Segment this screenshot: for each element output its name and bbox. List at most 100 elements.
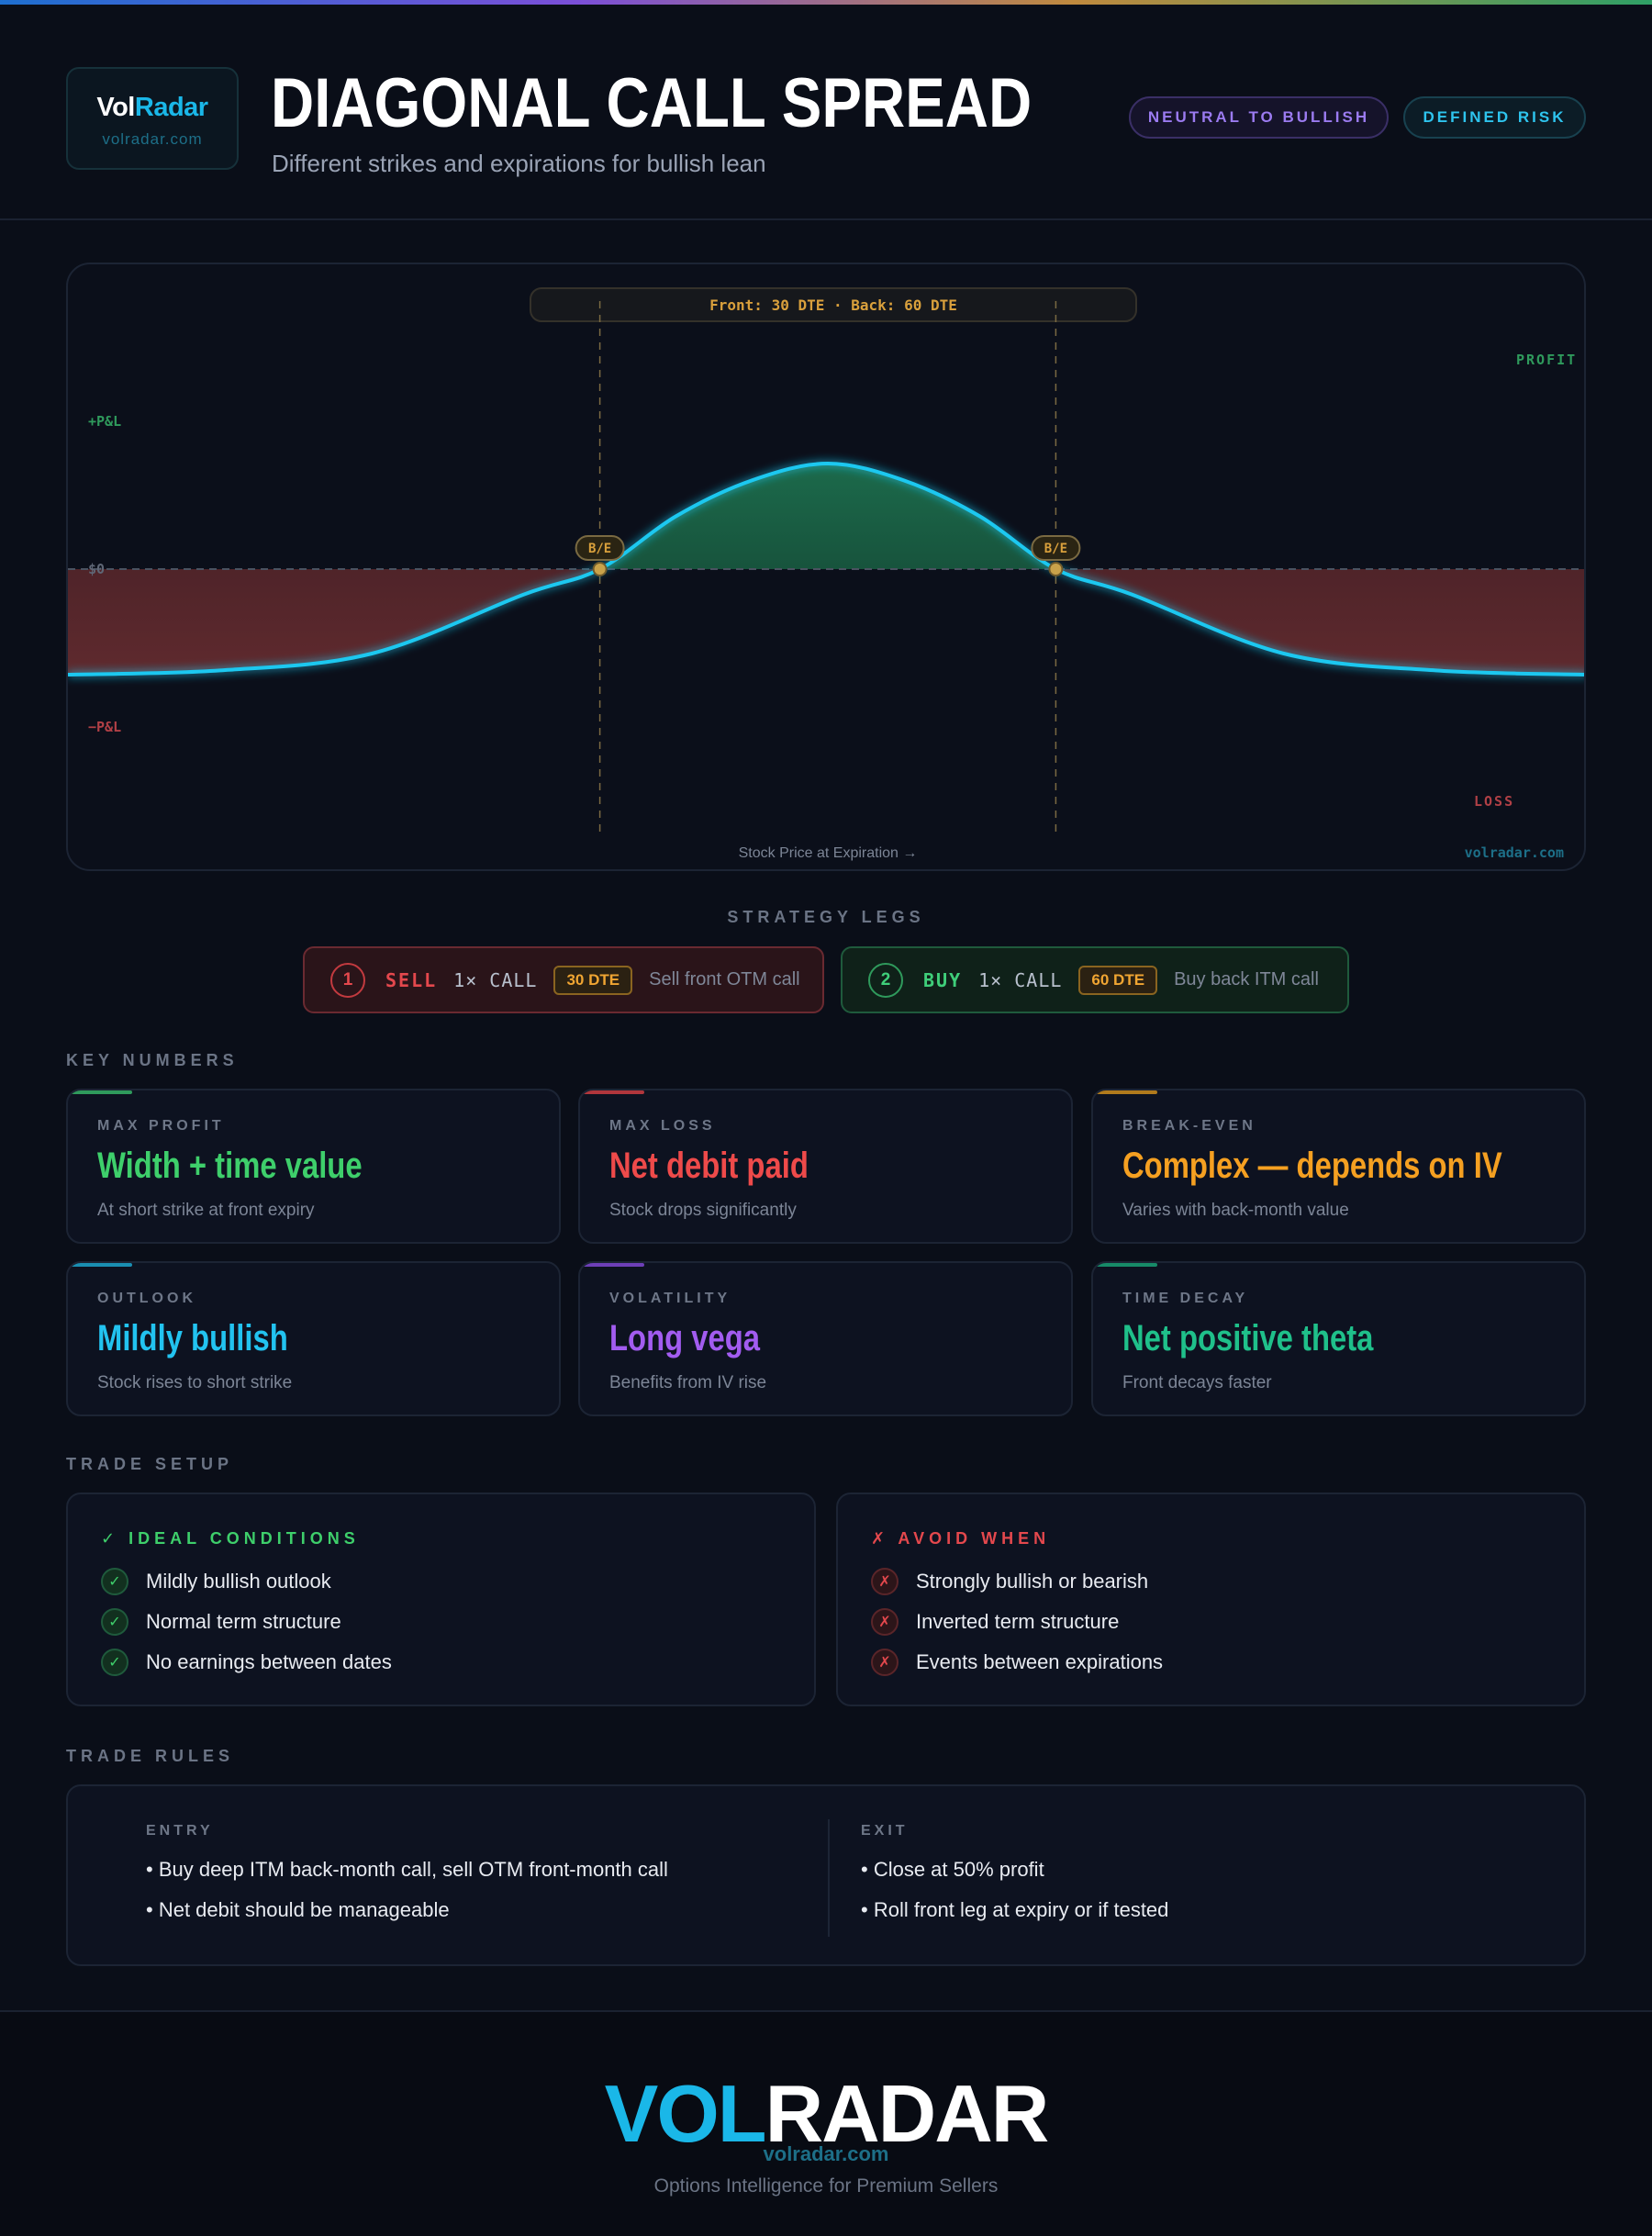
card-accent — [1093, 1263, 1157, 1267]
breakeven-marker-1-label: B/E — [588, 542, 611, 556]
avoid-item: ✗ Strongly bullish or bearish — [871, 1568, 1148, 1595]
leg-action: SELL — [385, 968, 438, 991]
leg-description: Sell front OTM call — [649, 969, 800, 989]
card-value: Net positive theta — [1122, 1318, 1374, 1358]
breakeven-marker-1 — [575, 535, 625, 561]
breakeven-marker-2-label: B/E — [1044, 542, 1067, 556]
leg-action: BUY — [923, 968, 963, 991]
logo-part-radar: Radar — [134, 93, 208, 122]
card-accent — [68, 1090, 132, 1094]
card-value: Net debit paid — [609, 1146, 809, 1186]
avoid-item: ✗ Inverted term structure — [871, 1608, 1119, 1636]
logo-url: volradar.com — [102, 130, 203, 148]
avoid-when-card: ✗ AVOID WHEN ✗ Strongly bullish or beari… — [836, 1493, 1586, 1706]
ideal-item: ✓ Mildly bullish outlook — [101, 1568, 331, 1595]
card-value: Long vega — [609, 1318, 761, 1358]
cross-icon: ✗ — [871, 1649, 899, 1676]
y-label-plus: +P&L — [88, 413, 121, 430]
x-axis-label: Stock Price at Expiration → — [739, 845, 918, 861]
card-label: MAX PROFIT — [97, 1118, 225, 1134]
card-accent — [580, 1263, 644, 1267]
key-card-max-loss: MAX LOSS Net debit paid Stock drops sign… — [578, 1089, 1073, 1244]
footer-logo-radar: RADAR — [765, 2068, 1050, 2159]
footer-logo: VOLRADAR — [0, 2067, 1652, 2161]
card-subtext: Benefits from IV rise — [609, 1373, 767, 1392]
avoid-item-text: Inverted term structure — [916, 1610, 1120, 1633]
trade-rules-heading: TRADE RULES — [66, 1747, 235, 1765]
footer-tagline: Options Intelligence for Premium Sellers — [653, 2175, 999, 2197]
key-card-time-decay: TIME DECAY Net positive theta Front deca… — [1091, 1261, 1586, 1416]
ideal-conditions-title: ✓ IDEAL CONDITIONS — [101, 1529, 360, 1548]
check-icon: ✓ — [101, 1568, 128, 1595]
leg-description: Buy back ITM call — [1174, 969, 1319, 989]
expiry-label-box — [530, 287, 1137, 322]
footer-logo-vol: VOL — [604, 2068, 767, 2159]
entry-rule: • Buy deep ITM back-month call, sell OTM… — [146, 1858, 668, 1881]
page-title: DIAGONAL CALL SPREAD — [271, 64, 1032, 142]
leg-number: 1 — [330, 962, 365, 998]
card-value: Mildly bullish — [97, 1318, 288, 1358]
loss-region — [68, 569, 1584, 675]
avoid-item-text: Strongly bullish or bearish — [916, 1570, 1149, 1593]
card-accent — [580, 1090, 644, 1094]
key-numbers-heading: KEY NUMBERS — [66, 1051, 239, 1069]
exit-rule: • Roll front leg at expiry or if tested — [861, 1898, 1169, 1921]
card-label: VOLATILITY — [609, 1291, 731, 1306]
y-label-zero: $0 — [88, 561, 105, 577]
footer-url: volradar.com — [763, 2142, 889, 2165]
gradient-top-bar — [0, 0, 1652, 5]
trade-setup-heading: TRADE SETUP — [66, 1455, 234, 1473]
chart-watermark: volradar.com — [1465, 844, 1564, 861]
ideal-item: ✓ Normal term structure — [101, 1608, 341, 1636]
avoid-item-text: Events between expirations — [916, 1650, 1164, 1673]
tag-risk: DEFINED RISK — [1403, 96, 1586, 139]
entry-title: ENTRY — [146, 1823, 214, 1839]
ideal-item: ✓ No earnings between dates — [101, 1649, 392, 1676]
profit-region — [68, 464, 1584, 569]
card-label: TIME DECAY — [1122, 1291, 1249, 1306]
key-card-outlook: OUTLOOK Mildly bullish Stock rises to sh… — [66, 1261, 561, 1416]
y-label-minus: −P&L — [88, 719, 121, 735]
cross-icon: ✗ — [871, 1608, 899, 1636]
leg-dte-badge: 60 DTE — [1078, 965, 1158, 995]
footer: VOLRADAR volradar.com Options Intelligen… — [0, 2010, 1652, 2236]
trade-rules-card: ENTRY • Buy deep ITM back-month call, se… — [66, 1784, 1586, 1966]
card-value: Width + time value — [97, 1146, 363, 1186]
card-subtext: Stock drops significantly — [609, 1201, 797, 1220]
leg-sell: 1 SELL 1× CALL 30 DTE Sell front OTM cal… — [303, 946, 824, 1013]
card-value: Complex — depends on IV — [1122, 1146, 1502, 1186]
payoff-chart-svg: Front: 30 DTE · Back: 60 DTE +P&L $0 −P&… — [68, 287, 1584, 861]
check-icon: ✓ — [101, 1608, 128, 1636]
card-accent — [68, 1263, 132, 1267]
logo-part-vol: Vol — [96, 93, 135, 122]
key-card-max-profit: MAX PROFIT Width + time value At short s… — [66, 1089, 561, 1244]
card-label: BREAK-EVEN — [1122, 1118, 1256, 1134]
breakeven-point-2 — [1048, 562, 1064, 576]
key-card-break-even: BREAK-EVEN Complex — depends on IV Varie… — [1091, 1089, 1586, 1244]
ideal-item-text: No earnings between dates — [146, 1650, 392, 1673]
payoff-chart: Front: 30 DTE · Back: 60 DTE +P&L $0 −P&… — [66, 263, 1586, 871]
leg-number: 2 — [868, 962, 903, 998]
loss-label: LOSS — [1474, 793, 1514, 810]
profit-label: PROFIT — [1516, 352, 1577, 368]
entry-rule: • Net debit should be manageable — [146, 1898, 450, 1921]
legs-heading: STRATEGY LEGS — [727, 908, 925, 926]
rules-divider — [828, 1819, 830, 1937]
avoid-when-title: ✗ AVOID WHEN — [871, 1529, 1051, 1548]
header: VolRadar volradar.com DIAGONAL CALL SPRE… — [0, 5, 1652, 220]
card-subtext: At short strike at front expiry — [97, 1201, 315, 1220]
page-subtitle: Different strikes and expirations for bu… — [272, 150, 766, 177]
card-label: MAX LOSS — [609, 1118, 716, 1134]
logo-wordmark: VolRadar — [68, 93, 237, 123]
cross-icon: ✗ — [871, 1568, 899, 1595]
exit-rule: • Close at 50% profit — [861, 1858, 1044, 1881]
check-icon: ✓ — [101, 1649, 128, 1676]
tag-outlook: NEUTRAL TO BULLISH — [1129, 96, 1389, 139]
ideal-item-text: Normal term structure — [146, 1610, 341, 1633]
card-subtext: Stock rises to short strike — [97, 1373, 293, 1392]
card-label: OUTLOOK — [97, 1291, 196, 1306]
card-subtext: Front decays faster — [1122, 1373, 1272, 1392]
card-subtext: Varies with back-month value — [1122, 1201, 1349, 1220]
expiry-label: Front: 30 DTE · Back: 60 DTE — [709, 296, 957, 314]
payoff-curve — [68, 461, 1584, 676]
